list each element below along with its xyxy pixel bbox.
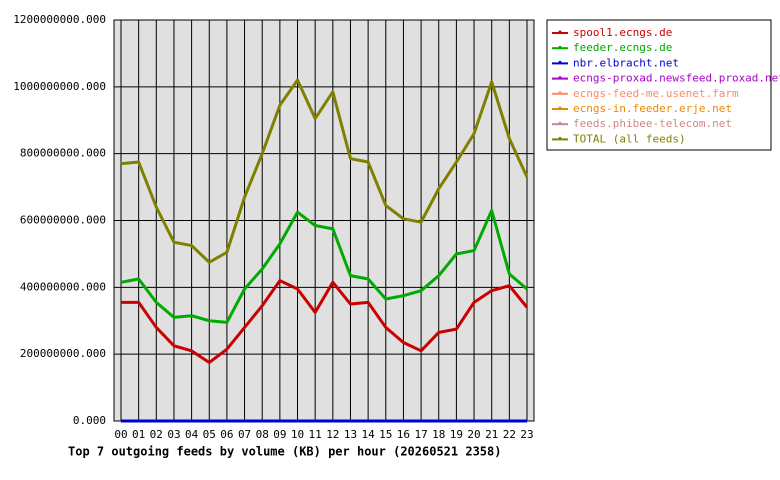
legend-marker xyxy=(558,30,562,34)
x-tick-label: 00 xyxy=(114,428,127,441)
legend-label: TOTAL (all feeds) xyxy=(573,132,686,145)
legend-label: spool1.ecngs.de xyxy=(573,26,672,39)
legend-marker xyxy=(558,76,562,80)
x-tick-label: 03 xyxy=(167,428,180,441)
series-line xyxy=(120,78,529,264)
legend-marker xyxy=(558,91,562,95)
x-tick-label: 15 xyxy=(379,428,392,441)
x-tick-label: 23 xyxy=(520,428,533,441)
x-tick-label: 12 xyxy=(326,428,339,441)
x-tick-label: 16 xyxy=(397,428,410,441)
x-tick-label: 22 xyxy=(503,428,516,441)
series-line xyxy=(120,208,528,324)
y-tick-label: 800000000.000 xyxy=(20,147,106,160)
x-tick-label: 08 xyxy=(256,428,269,441)
legend-marker xyxy=(558,45,562,49)
legend-marker xyxy=(558,121,562,125)
x-tick-label: 19 xyxy=(450,428,463,441)
x-tick-label: 05 xyxy=(203,428,216,441)
legend-label: feeds.phibee-telecom.net xyxy=(573,117,732,130)
y-tick-label: 200000000.000 xyxy=(20,347,106,360)
legend-label: feeder.ecngs.de xyxy=(573,41,672,54)
x-tick-label: 20 xyxy=(467,428,480,441)
x-tick-label: 21 xyxy=(485,428,498,441)
chart-title: Top 7 outgoing feeds by volume (KB) per … xyxy=(68,445,501,459)
y-tick-label: 600000000.000 xyxy=(20,214,106,227)
legend-marker xyxy=(558,60,562,64)
y-tick-label: 1000000000.000 xyxy=(13,80,106,93)
series-line xyxy=(121,279,529,365)
legend-box xyxy=(546,19,772,151)
legend-marker xyxy=(558,106,562,110)
x-tick-label: 17 xyxy=(414,428,427,441)
legend-label: ecngs-in.feeder.erje.net xyxy=(573,102,732,115)
x-tick-label: 02 xyxy=(150,428,163,441)
x-tick-label: 07 xyxy=(238,428,251,441)
x-tick-label: 09 xyxy=(273,428,286,441)
y-tick-label: 1200000000.000 xyxy=(13,13,106,26)
x-tick-label: 18 xyxy=(432,428,445,441)
y-tick-label: 0.000 xyxy=(73,414,106,427)
x-tick-label: 10 xyxy=(291,428,304,441)
x-tick-label: 06 xyxy=(220,428,233,441)
legend-marker xyxy=(558,136,562,140)
legend-label: ecngs-feed-me.usenet.farm xyxy=(573,87,739,100)
legend-label: ecngs-proxad.newsfeed.proxad.net xyxy=(573,72,780,85)
x-tick-label: 11 xyxy=(309,428,322,441)
x-tick-label: 04 xyxy=(185,428,199,441)
y-tick-label: 400000000.000 xyxy=(20,280,106,293)
x-tick-label: 01 xyxy=(132,428,145,441)
x-tick-label: 13 xyxy=(344,428,357,441)
x-tick-label: 14 xyxy=(362,428,376,441)
legend-label: nbr.elbracht.net xyxy=(573,56,679,69)
